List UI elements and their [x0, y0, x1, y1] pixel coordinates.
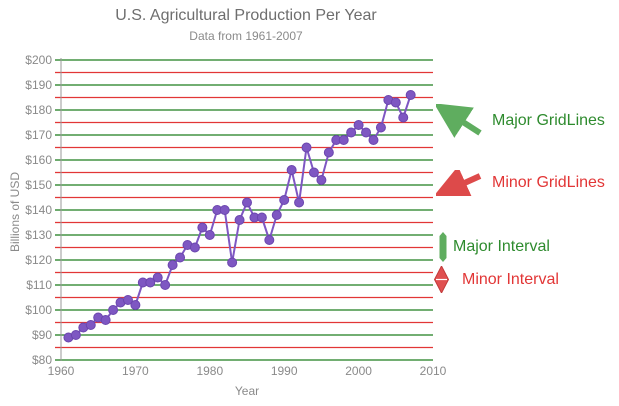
y-tick-label: $130	[25, 228, 52, 242]
data-point	[353, 120, 364, 130]
arrow-down-left-icon	[436, 170, 482, 196]
x-tick-label: 2010	[419, 364, 447, 378]
data-point	[398, 112, 409, 123]
annotation-label: Major Interval	[453, 238, 550, 255]
y-tick-label: $120	[25, 253, 52, 267]
data-point	[242, 197, 252, 208]
data-point	[108, 305, 119, 315]
y-tick-label: $80	[31, 353, 52, 367]
major-interval-bar-icon	[439, 232, 447, 262]
data-point	[301, 142, 312, 153]
annotation-label: Minor Interval	[462, 270, 559, 288]
data-point	[85, 320, 96, 330]
data-point	[256, 212, 267, 223]
data-point	[70, 330, 81, 340]
data-point	[167, 260, 178, 270]
y-tick-label: $140	[25, 203, 52, 217]
data-point	[160, 280, 171, 290]
x-axis-title: Year	[234, 384, 260, 398]
page-subtitle: Data from 1961-2007	[189, 29, 303, 43]
y-tick-label: $100	[25, 303, 52, 317]
data-point	[145, 277, 156, 288]
y-tick-label: $150	[25, 178, 52, 192]
data-point	[175, 252, 186, 263]
data-point	[286, 165, 297, 175]
data-point	[316, 175, 327, 185]
y-tick-label: $110	[26, 278, 52, 292]
data-point	[375, 122, 386, 133]
annotation-label: Major GridLines	[492, 112, 605, 129]
annotation-minor-gridlines: Minor GridLines	[436, 170, 605, 196]
y-tick-label: $170	[25, 128, 52, 142]
data-point	[346, 127, 357, 138]
data-point	[204, 230, 215, 240]
data-point	[100, 315, 111, 325]
annotation-major-interval: Major Interval	[438, 232, 550, 262]
data-point	[308, 167, 319, 178]
data-point	[189, 242, 200, 253]
data-point	[264, 235, 275, 245]
y-tick-label: $160	[25, 153, 52, 167]
data-point	[227, 257, 238, 268]
data-point	[130, 300, 141, 310]
data-point	[234, 215, 245, 225]
data-point	[368, 135, 379, 145]
annotation-major-gridlines: Major GridLines	[436, 104, 605, 138]
x-tick-label: 2000	[345, 364, 372, 378]
arrow-up-left-icon	[436, 104, 482, 138]
data-point	[279, 195, 290, 205]
x-tick-label: 1990	[270, 364, 298, 378]
y-tick-label: $180	[25, 103, 52, 117]
x-tick-label: 1980	[196, 364, 224, 378]
data-point	[323, 147, 334, 158]
page-title: U.S. Agricultural Production Per Year	[115, 7, 377, 24]
y-tick-label: $200	[25, 53, 52, 67]
data-point	[405, 90, 416, 100]
x-tick-label: 1970	[122, 364, 149, 378]
annotation-minor-interval: Minor Interval	[434, 266, 559, 293]
annotation-label: Minor GridLines	[492, 174, 605, 191]
x-tick-label: 1960	[47, 364, 75, 378]
y-tick-label: $190	[25, 78, 52, 92]
data-point	[219, 205, 230, 215]
data-point	[390, 97, 401, 108]
data-point	[338, 135, 349, 145]
minor-interval-diamond-icon	[434, 266, 449, 293]
y-tick-label: $90	[31, 328, 52, 342]
data-point	[122, 295, 133, 305]
data-point	[294, 197, 305, 208]
data-point	[152, 272, 163, 283]
data-point	[197, 222, 208, 233]
data-point	[271, 210, 282, 220]
data-point	[361, 127, 372, 138]
